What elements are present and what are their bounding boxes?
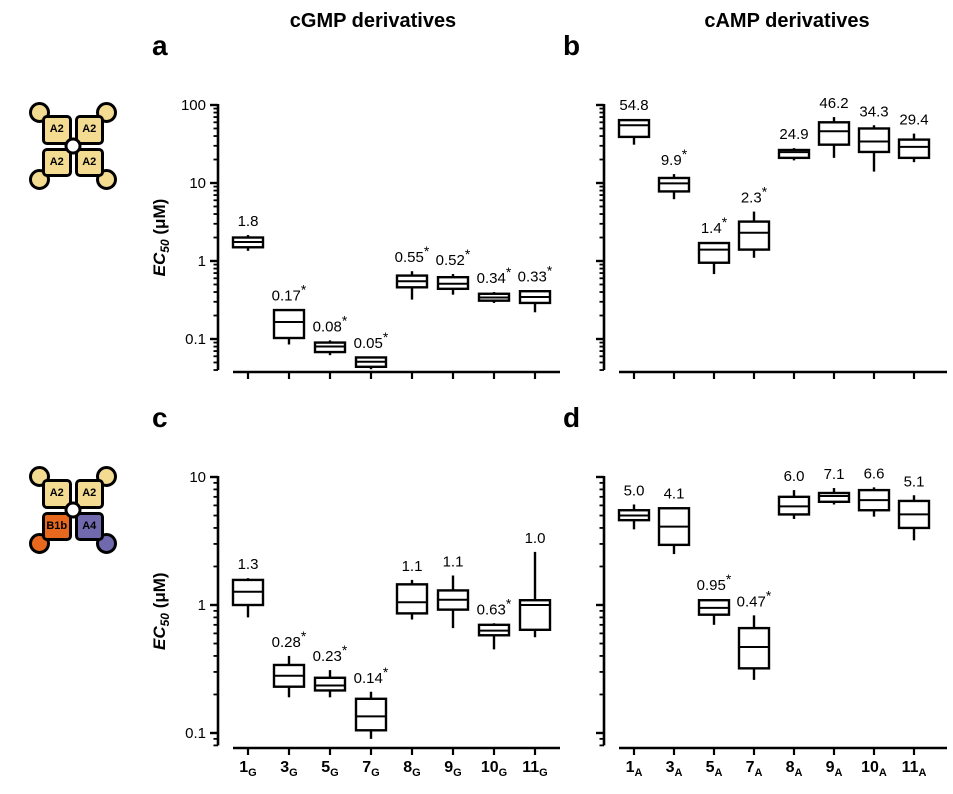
box-value-label: 1.4* xyxy=(701,214,728,237)
svg-text:3G: 3G xyxy=(280,759,297,779)
svg-text:9A: 9A xyxy=(826,759,843,779)
y-axis-title: EC50 (μM) xyxy=(150,199,172,277)
subunit-cell: A2 xyxy=(74,479,104,509)
box-value-label: 1.1 xyxy=(402,558,423,575)
box-value-label: 5.0 xyxy=(624,482,645,499)
box-value-label: 5.1 xyxy=(904,473,925,490)
subunit-cell: A2 xyxy=(74,115,104,145)
box-value-label: 9.9* xyxy=(661,146,688,169)
pore-circle xyxy=(64,501,82,519)
box-value-label: 0.17* xyxy=(272,281,307,304)
svg-text:10: 10 xyxy=(189,175,206,192)
column-title-camp: cAMP derivatives xyxy=(704,10,870,32)
svg-text:100: 100 xyxy=(181,97,206,114)
svg-text:10: 10 xyxy=(189,469,206,486)
box-value-label: 0.05* xyxy=(354,329,389,352)
subunit-cell: A4 xyxy=(74,511,104,541)
panel-letter-b: b xyxy=(563,30,581,61)
box-value-label: 29.4 xyxy=(899,112,928,129)
svg-text:10A: 10A xyxy=(861,759,887,779)
panel-a-plot: 100 10 1 0.1 1.8 0.17* 0.08* 0.05* 0.55* 0.52* 0.3… xyxy=(150,97,560,379)
box-value-label: 34.3 xyxy=(859,103,888,120)
subunit-label: A2 xyxy=(82,123,97,136)
box-value-label: 1.1 xyxy=(443,554,464,571)
subunit-label: A2 xyxy=(49,487,64,500)
panel-b-plot: 54.8 9.9* 1.4* 2.3* 24.9 46.2 34.3 29.4 xyxy=(596,95,947,379)
subunit-label: A2 xyxy=(82,487,97,500)
box-value-label: 2.3* xyxy=(741,184,768,207)
panel-letter-a: a xyxy=(152,30,168,61)
svg-text:8G: 8G xyxy=(403,759,420,779)
box-value-label: 0.28* xyxy=(272,628,307,651)
box-value-label: 0.23* xyxy=(313,642,348,665)
box-value-label: 54.8 xyxy=(619,97,648,114)
svg-text:1G: 1G xyxy=(239,759,256,779)
box-value-label: 6.6 xyxy=(864,465,885,482)
box-value-label: 24.9 xyxy=(779,126,808,143)
box-value-label: 1.0 xyxy=(525,530,546,547)
box-value-label: 0.95* xyxy=(697,571,732,594)
subunit-label: A2 xyxy=(82,155,97,168)
panel-letter-c: c xyxy=(152,402,168,433)
subunit-label: A4 xyxy=(82,519,97,532)
y-axis-title: EC50 (μM) xyxy=(150,572,172,650)
panel-letter-d: d xyxy=(563,402,581,433)
box-value-label: 1.3 xyxy=(238,556,259,573)
svg-text:7G: 7G xyxy=(362,759,379,779)
svg-text:9G: 9G xyxy=(444,759,461,779)
svg-text:5A: 5A xyxy=(706,759,723,779)
box-value-label: 4.1 xyxy=(664,485,685,502)
svg-text:3A: 3A xyxy=(666,759,683,779)
panel-c-plot: 10 1 0.1 1G 1.3 3G 0.28* 5G 0.23* 7G 0.14* 8G 1.1 9G 1… xyxy=(150,469,560,779)
pore-circle xyxy=(64,137,82,155)
box-value-label: 0.47* xyxy=(737,587,772,610)
svg-text:1: 1 xyxy=(198,597,206,614)
svg-text:7A: 7A xyxy=(746,759,763,779)
subunit-label: A2 xyxy=(49,155,64,168)
svg-text:5G: 5G xyxy=(321,759,338,779)
subunit-label: A2 xyxy=(49,123,64,136)
box-value-label: 0.08* xyxy=(313,312,348,335)
subunit-grid: A2 A2 B1b A4 xyxy=(42,479,104,541)
box-value-label: 7.1 xyxy=(824,466,845,483)
svg-text:1: 1 xyxy=(198,253,206,270)
subunit-cell: A2 xyxy=(74,147,104,177)
svg-text:10G: 10G xyxy=(481,759,507,779)
box-value-label: 0.33* xyxy=(518,262,553,285)
svg-text:1A: 1A xyxy=(626,759,643,779)
box-value-label: 6.0 xyxy=(784,468,805,485)
panel-d-plot: 1A 5.0 3A 4.1 5A 0.95* 7A 0.47* 8A 6.0 9A 7.1 10A 6.6… xyxy=(596,465,947,779)
box-value-label: 0.52* xyxy=(436,246,471,269)
schematic-top: A2 A2 A2 A2 xyxy=(29,102,117,190)
subunit-label: B1b xyxy=(46,519,68,532)
box-value-label: 0.55* xyxy=(395,243,430,266)
svg-text:11G: 11G xyxy=(522,759,547,779)
box-value-label: 0.14* xyxy=(354,664,389,687)
subunit-grid: A2 A2 A2 A2 xyxy=(42,115,104,177)
svg-text:0.1: 0.1 xyxy=(185,725,206,742)
box-value-label: 0.63* xyxy=(477,595,512,618)
box-value-label: 1.8 xyxy=(238,213,259,230)
column-title-cgmp: cGMP derivatives xyxy=(289,10,457,32)
subunit-cell: A2 xyxy=(42,479,72,509)
box-value-label: 46.2 xyxy=(819,95,848,112)
schematic-bottom: A2 A2 B1b A4 xyxy=(29,466,117,554)
svg-text:8A: 8A xyxy=(786,759,803,779)
box-value-label: 0.34* xyxy=(477,264,512,287)
svg-text:0.1: 0.1 xyxy=(185,331,206,348)
svg-text:11A: 11A xyxy=(902,759,927,779)
